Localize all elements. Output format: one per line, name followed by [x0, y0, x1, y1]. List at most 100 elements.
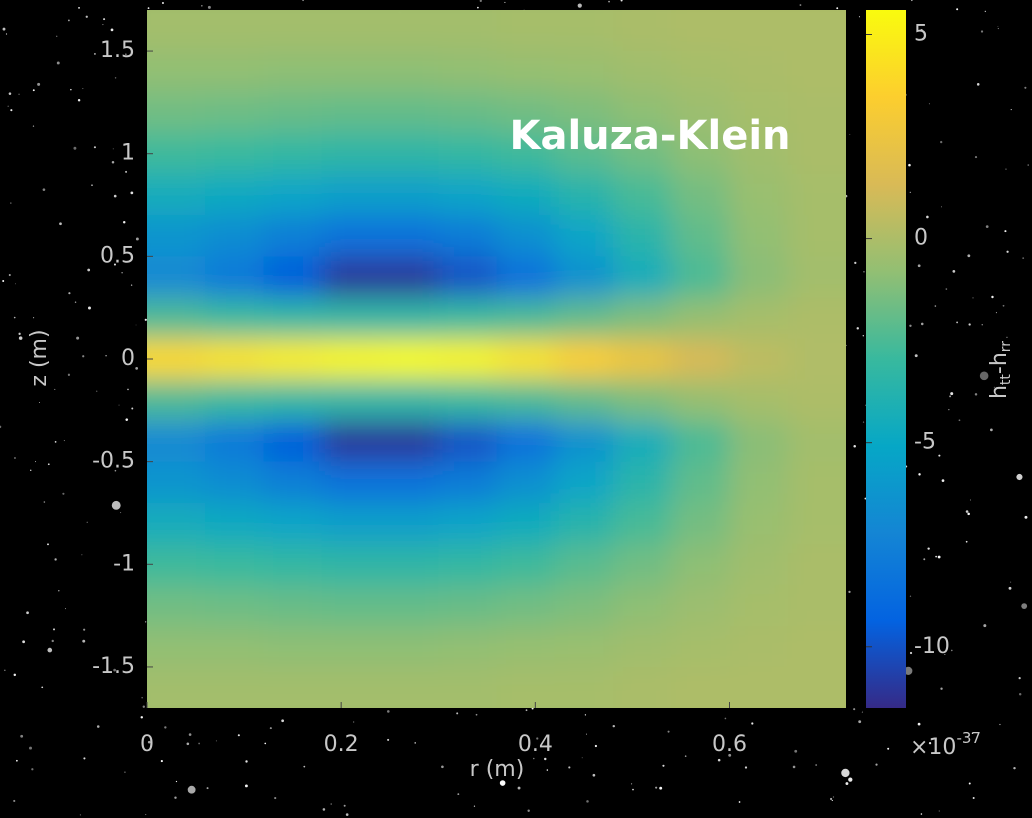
star: [972, 297, 973, 298]
star: [845, 782, 848, 785]
star: [119, 405, 120, 406]
star: [9, 274, 11, 276]
heatmap-cell: [380, 462, 439, 504]
star: [33, 125, 34, 126]
star: [1011, 109, 1012, 110]
heatmap-cell: [730, 626, 789, 668]
heatmap-cell: [205, 256, 264, 298]
star: [632, 789, 634, 791]
star: [35, 461, 36, 462]
heatmap-cell: [497, 503, 556, 545]
chart: Kaluza-Klein r (m) z (m) htt-hrr ×10-37 …: [0, 0, 1032, 818]
star: [68, 292, 70, 294]
star: [125, 418, 128, 421]
star: [73, 147, 76, 150]
star: [344, 805, 346, 807]
star: [859, 16, 860, 17]
star: [114, 195, 117, 198]
heatmap-cell: [671, 256, 730, 298]
star: [14, 674, 16, 676]
star: [846, 345, 847, 346]
star: [940, 688, 942, 690]
heatmap-cell: [205, 462, 264, 504]
star: [76, 337, 79, 340]
star: [518, 787, 521, 790]
heatmap-cell: [671, 503, 730, 545]
star: [582, 757, 583, 758]
scale-base: ×10: [910, 735, 956, 760]
star: [986, 225, 989, 228]
heatmap-cell: [730, 503, 789, 545]
star: [39, 402, 40, 403]
star: [926, 216, 929, 219]
star: [910, 596, 911, 597]
heatmap-cell: [497, 215, 556, 257]
star: [274, 797, 276, 799]
star: [631, 783, 632, 784]
star: [13, 800, 15, 802]
star: [655, 787, 657, 789]
star: [836, 7, 838, 9]
star: [956, 8, 958, 10]
colorbar-tick-label: -10: [914, 634, 950, 659]
star: [136, 238, 139, 241]
heatmap-cell: [613, 544, 672, 586]
star: [245, 760, 247, 762]
star: [82, 355, 84, 357]
plot-area: [117, 0, 877, 739]
star: [857, 327, 859, 329]
star: [105, 355, 106, 356]
star: [414, 742, 416, 744]
star: [685, 755, 687, 757]
star: [910, 652, 912, 654]
star: [4, 670, 5, 671]
heatmap-cell: [322, 297, 381, 339]
star: [141, 716, 143, 718]
star: [967, 254, 970, 257]
star: [970, 499, 971, 500]
heatmap-cell: [671, 174, 730, 216]
star: [942, 479, 945, 482]
heatmap-cell: [380, 297, 439, 339]
star: [1019, 677, 1021, 679]
heatmap-cell: [264, 585, 323, 627]
star: [189, 733, 192, 736]
star: [16, 760, 18, 762]
star: [527, 810, 529, 812]
star: [120, 512, 121, 513]
star: [1016, 474, 1022, 480]
heatmap-cell: [380, 174, 439, 216]
star: [131, 408, 133, 410]
star: [593, 774, 596, 777]
star: [1022, 257, 1024, 259]
star: [43, 188, 46, 191]
heatmap-cell: [730, 380, 789, 422]
heatmap-cell: [438, 462, 497, 504]
heatmap-cell: [555, 421, 614, 463]
star: [1024, 516, 1027, 519]
star: [64, 440, 65, 441]
x-tick-label: 0.2: [324, 732, 359, 757]
star: [586, 734, 587, 735]
heatmap-cell: [730, 174, 789, 216]
star: [951, 650, 953, 652]
star: [969, 782, 971, 784]
heatmap-cell: [555, 215, 614, 257]
star: [387, 739, 389, 741]
star: [718, 759, 721, 762]
heatmap-cell: [380, 92, 439, 134]
star: [97, 725, 100, 728]
star: [65, 608, 66, 609]
heatmap-cell: [438, 626, 497, 668]
star: [121, 272, 122, 273]
heatmap-cell: [438, 503, 497, 545]
star: [613, 725, 615, 727]
star: [949, 395, 951, 397]
heatmap-cell: [671, 51, 730, 93]
star: [983, 624, 986, 627]
heatmap-cell: [613, 380, 672, 422]
star: [967, 513, 970, 516]
heatmap-cell: [497, 626, 556, 668]
star: [457, 793, 459, 795]
star: [9, 92, 12, 95]
